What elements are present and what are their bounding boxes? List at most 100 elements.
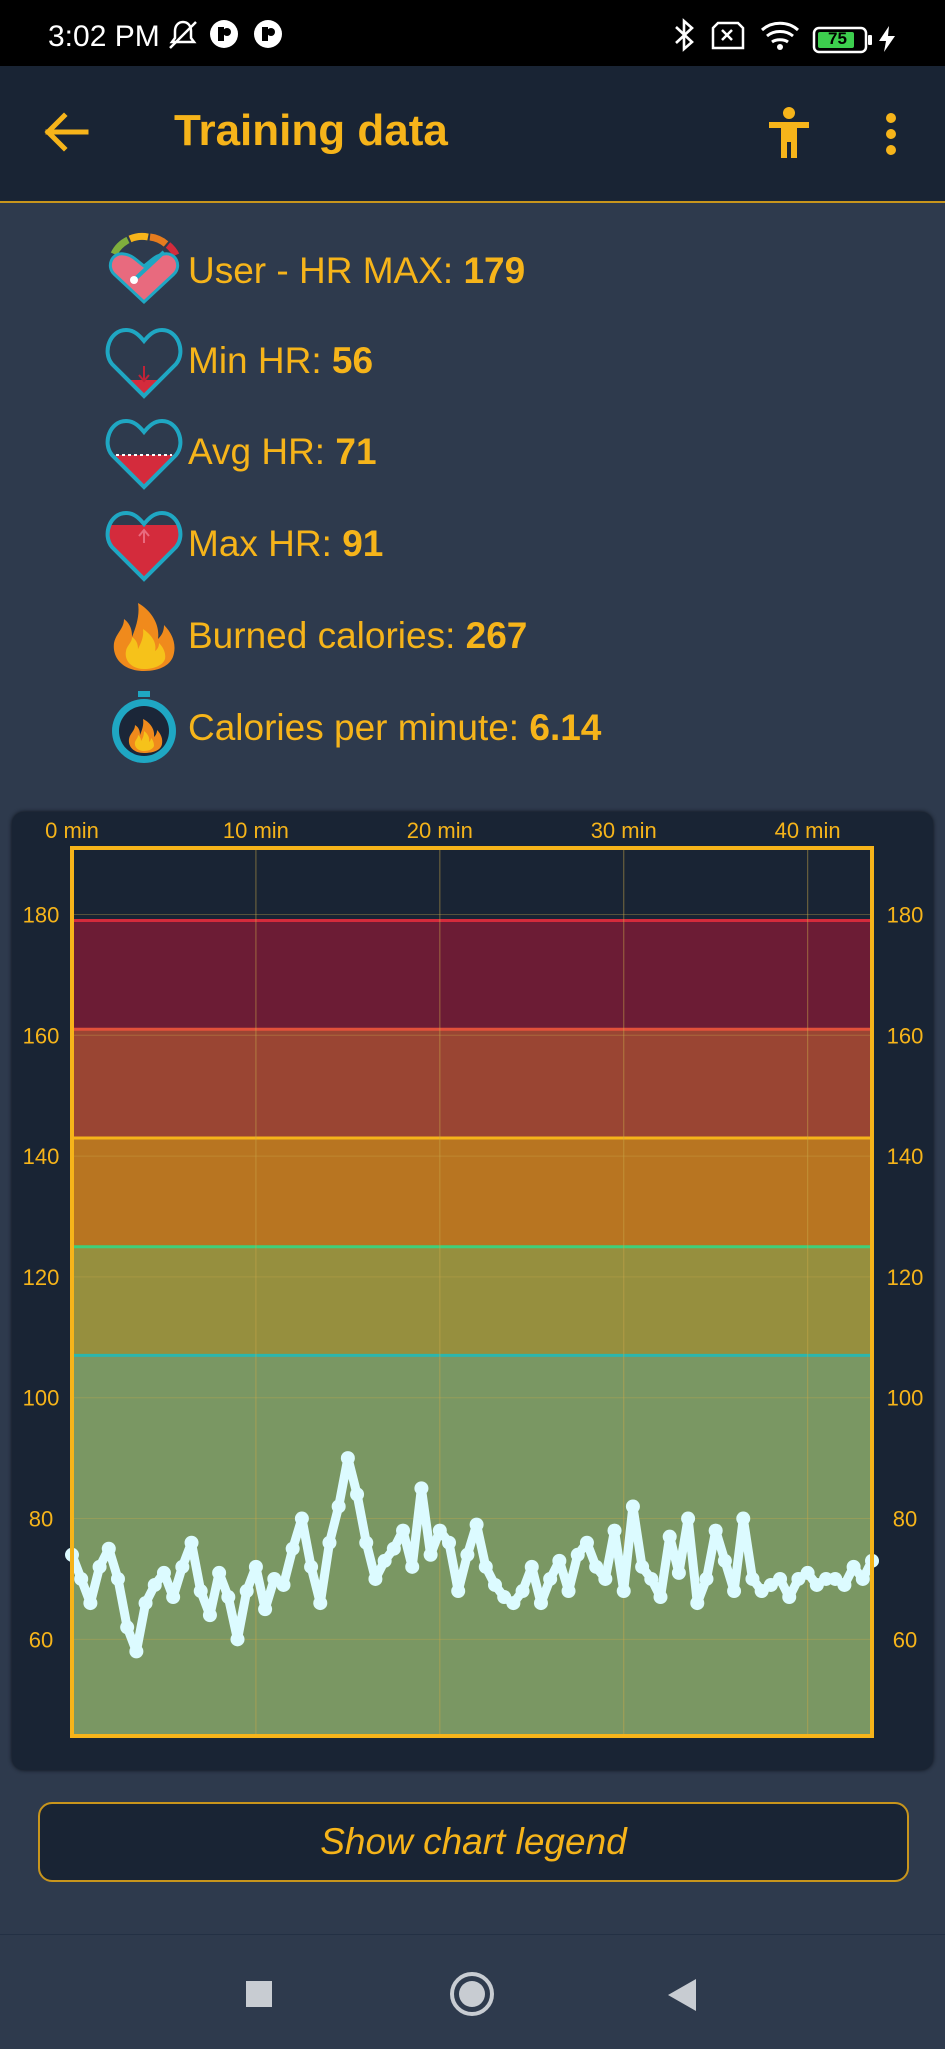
stat-label: Avg HR: (188, 431, 336, 472)
hr-data-point (837, 1577, 852, 1592)
stat-calories-per-minute: Calories per minute: 6.14 (104, 687, 804, 767)
status-bar: 3:02 PM 75 (0, 0, 945, 66)
hr-zone-band-3 (72, 1137, 872, 1247)
hr-data-point (166, 1590, 181, 1605)
stat-burned-calories: Burned calories: 267 (104, 595, 804, 675)
y-tick-label-right: 120 (887, 1265, 924, 1290)
stat-min-hr: Min HR: 56 (104, 320, 804, 400)
x-tick-label: 40 min (775, 818, 841, 843)
hr-data-point (662, 1529, 677, 1544)
hr-data-point (736, 1511, 751, 1526)
hr-data-point (258, 1602, 273, 1617)
hr-data-point (377, 1553, 392, 1568)
heart-rate-chart-card: 0 min 10 min 20 min 30 min 40 min 60 60 80 80 100… (12, 812, 933, 1770)
stat-label: User - HR MAX: (188, 250, 464, 291)
y-tick-label-left: 180 (23, 902, 60, 927)
hr-data-point (396, 1523, 411, 1538)
hr-data-point (248, 1559, 263, 1574)
hr-data-point (368, 1571, 383, 1586)
hr-data-point (294, 1511, 309, 1526)
app-notification-icon (208, 18, 240, 55)
heart-avg-icon (104, 411, 184, 491)
y-tick-label-left: 140 (23, 1144, 60, 1169)
hr-data-point (469, 1517, 484, 1532)
y-tick-label-right: 80 (893, 1507, 917, 1532)
hr-data-point (487, 1577, 502, 1592)
y-tick-label-right: 140 (887, 1144, 924, 1169)
hr-data-point (74, 1571, 89, 1586)
hr-data-point (681, 1511, 696, 1526)
hr-data-point (322, 1535, 337, 1550)
page-title: Training data (174, 106, 448, 155)
home-circle-icon[interactable] (449, 1971, 495, 2022)
hr-data-point (193, 1584, 208, 1599)
hr-data-point (304, 1559, 319, 1574)
plot-border (70, 846, 874, 1738)
hr-data-point (708, 1523, 723, 1538)
hr-data-point (699, 1571, 714, 1586)
hr-data-point (110, 1571, 125, 1586)
hr-data-point (727, 1584, 742, 1599)
hr-data-point (156, 1565, 171, 1580)
y-tick-label-left: 100 (23, 1386, 60, 1411)
hr-data-point (359, 1535, 374, 1550)
app-notification-icon (252, 18, 284, 55)
hr-data-point (451, 1584, 466, 1599)
hr-data-point (432, 1523, 447, 1538)
y-tick-label-right: 180 (887, 902, 924, 927)
y-tick-label-right: 160 (887, 1023, 924, 1048)
hr-data-point (478, 1559, 493, 1574)
back-triangle-icon[interactable] (666, 1977, 698, 2018)
hr-data-point (635, 1559, 650, 1574)
app-bar: Training data (0, 66, 945, 203)
hr-data-point (423, 1547, 438, 1562)
hr-data-point (800, 1565, 815, 1580)
hr-data-point (579, 1535, 594, 1550)
hr-data-point (690, 1596, 705, 1611)
heart-min-icon (104, 320, 184, 400)
hr-data-point (570, 1547, 585, 1562)
hr-data-point (175, 1559, 190, 1574)
hr-data-point (506, 1596, 521, 1611)
hr-data-point (625, 1499, 640, 1514)
person-icon[interactable] (766, 106, 812, 165)
hr-zone-band-4 (72, 1029, 872, 1138)
battery-icon: 75 (812, 26, 874, 61)
hr-data-point (543, 1571, 558, 1586)
more-vert-icon[interactable] (876, 110, 906, 163)
heart-rate-chart: 0 min 10 min 20 min 30 min 40 min 60 60 80 80 100… (23, 818, 924, 1738)
hr-data-point (331, 1499, 346, 1514)
hr-data-point (147, 1577, 162, 1592)
hr-data-point (717, 1553, 732, 1568)
hr-data-point (561, 1584, 576, 1599)
hr-data-point (405, 1559, 420, 1574)
hr-data-point (607, 1523, 622, 1538)
stat-label: Calories per minute: (188, 707, 530, 748)
flame-icon (104, 595, 184, 675)
hr-zone-band-2 (72, 1246, 872, 1356)
stat-label: Min HR: (188, 340, 332, 381)
recents-square-icon[interactable] (244, 1979, 274, 2014)
hr-data-point (83, 1596, 98, 1611)
hr-data-point (414, 1481, 429, 1496)
hr-data-point (745, 1571, 760, 1586)
stat-avg-hr: Avg HR: 71 (104, 411, 804, 491)
hr-data-point (442, 1535, 457, 1550)
system-navigation-bar (0, 1934, 945, 2049)
y-tick-label-left: 160 (23, 1023, 60, 1048)
hr-data-point (285, 1541, 300, 1556)
hr-data-point (524, 1559, 539, 1574)
hr-data-point (782, 1590, 797, 1605)
y-tick-label-right: 60 (893, 1627, 917, 1652)
hr-data-point (101, 1541, 116, 1556)
hr-data-point (120, 1620, 135, 1635)
charging-bolt-icon (876, 24, 898, 59)
hr-data-point (616, 1584, 631, 1599)
wifi-icon (760, 18, 800, 57)
hr-data-point (138, 1596, 153, 1611)
hr-data-point (313, 1596, 328, 1611)
show-chart-legend-button[interactable]: Show chart legend (38, 1802, 909, 1882)
hr-data-point (230, 1632, 245, 1647)
x-tick-label: 20 min (407, 818, 473, 843)
back-arrow-icon[interactable] (40, 108, 92, 161)
